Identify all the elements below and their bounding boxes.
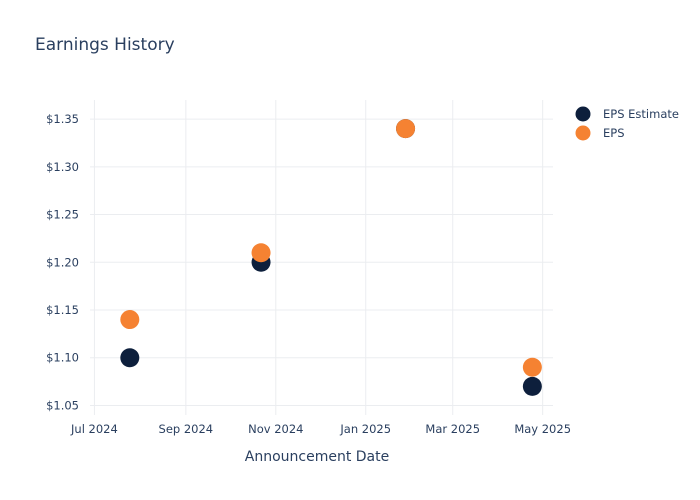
chart-title: Earnings History (35, 35, 175, 55)
eps-point[interactable] (120, 310, 140, 330)
x-tick-label: Jul 2024 (70, 422, 118, 436)
x-tick-label: Sep 2024 (159, 422, 214, 436)
x-tick-label: Jan 2025 (339, 422, 391, 436)
y-tick-label: $1.30 (46, 160, 79, 174)
x-tick-label: May 2025 (514, 422, 571, 436)
y-axis-ticks: $1.05 $1.10 $1.15 $1.20 $1.25 $1.30 $1.35 (46, 112, 79, 412)
x-axis-title: Announcement Date (245, 449, 389, 465)
eps-estimate-point[interactable] (522, 376, 542, 396)
x-tick-label: Mar 2025 (425, 422, 480, 436)
x-axis-ticks: Jul 2024 Sep 2024 Nov 2024 Jan 2025 Mar 2025… (70, 422, 571, 436)
legend-marker (575, 125, 591, 141)
legend-label: EPS Estimate (603, 107, 679, 121)
y-tick-label: $1.35 (46, 112, 79, 126)
x-tick-label: Nov 2024 (248, 422, 303, 436)
eps-point[interactable] (396, 119, 416, 139)
y-tick-label: $1.05 (46, 398, 79, 412)
y-tick-label: $1.10 (46, 351, 79, 365)
eps-estimate-point[interactable] (120, 348, 140, 368)
y-tick-label: $1.25 (46, 208, 79, 222)
legend: EPS Estimate EPS (575, 106, 679, 141)
legend-marker (575, 106, 591, 122)
grid-layer (90, 100, 553, 415)
data-markers (120, 119, 542, 396)
y-tick-label: $1.15 (46, 303, 79, 317)
eps-point[interactable] (522, 357, 542, 377)
eps-point[interactable] (251, 243, 271, 263)
y-tick-label: $1.20 (46, 255, 79, 269)
legend-label: EPS (603, 126, 625, 140)
